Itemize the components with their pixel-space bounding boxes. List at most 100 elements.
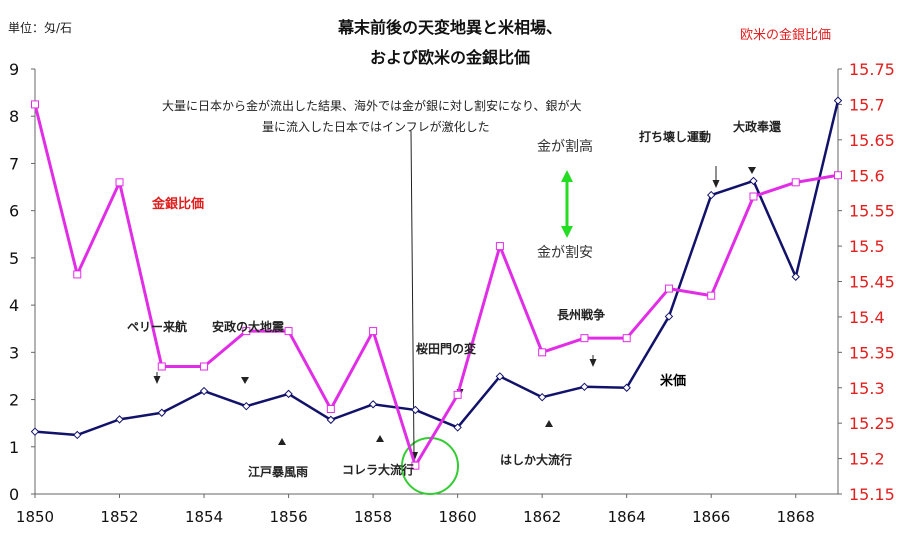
x-tick-label: 1862 bbox=[523, 508, 561, 526]
left-tick-label: 2 bbox=[9, 391, 19, 410]
choshu-arrow-head bbox=[589, 359, 597, 367]
right-tick-label: 15.3 bbox=[849, 379, 885, 398]
left-tick-label: 4 bbox=[9, 296, 19, 315]
ratio-data-point bbox=[453, 390, 462, 399]
ratio-data-point bbox=[326, 405, 335, 413]
right-tick-label: 15.25 bbox=[849, 414, 895, 433]
measles-marker bbox=[545, 420, 553, 427]
event-perry: ペリー来航 bbox=[127, 320, 188, 334]
ratio-data-point bbox=[580, 334, 589, 343]
left-tick-label: 8 bbox=[9, 107, 19, 126]
ratio-data-point bbox=[115, 178, 124, 187]
rice-data-point bbox=[284, 389, 293, 399]
tick-labels: 0 1 2 3 4 5 6 7 8 9 15.15 15.2 15.25 15.3 15.35 15.4 15.… bbox=[9, 60, 895, 526]
x-tick-label: 1854 bbox=[185, 508, 223, 526]
ratio-data-point bbox=[73, 270, 82, 279]
right-tick-label: 15.65 bbox=[849, 131, 895, 150]
uchikowashi-arrow-head bbox=[712, 180, 720, 188]
rice-data-point bbox=[368, 400, 378, 409]
ratio-data-point bbox=[791, 178, 800, 187]
event-uchikowashi: 打ち壊し運動 bbox=[639, 130, 712, 144]
right-axis-label: 欧米の金銀比価 bbox=[740, 28, 832, 43]
right-tick-label: 15.6 bbox=[849, 166, 885, 185]
rice-data-point bbox=[495, 372, 505, 381]
rice-data-point bbox=[537, 392, 547, 402]
gold-expensive-label: 金が割高 bbox=[537, 139, 593, 155]
ratio-data-point bbox=[411, 461, 420, 470]
ratio-data-point bbox=[242, 327, 251, 336]
ratio-data-point bbox=[495, 242, 504, 251]
rice-data-point bbox=[411, 405, 420, 415]
right-tick-label: 15.45 bbox=[849, 273, 895, 292]
left-tick-label: 5 bbox=[9, 249, 19, 268]
outflow-note-line2: 量に流入した日本ではインフレが激化した bbox=[262, 120, 490, 134]
ratio-data-point bbox=[31, 100, 39, 109]
rice-data-point bbox=[199, 386, 209, 396]
event-ansei-quake: 安政の大地震 bbox=[212, 320, 285, 334]
left-axis-unit: 単位：匁/石 bbox=[8, 21, 73, 35]
outflow-note-line1: 大量に日本から金が流出した結果、海外では金が銀に対し割安になり、銀が大 bbox=[162, 99, 582, 113]
event-sakuradamon: 桜田門の変 bbox=[416, 342, 477, 356]
rice-data-point bbox=[453, 423, 462, 432]
left-tick-label: 0 bbox=[9, 485, 19, 504]
ratio-data-point bbox=[200, 362, 209, 371]
rice-data-point bbox=[73, 430, 82, 440]
rice-data-point bbox=[115, 415, 124, 424]
x-tick-label: 1852 bbox=[100, 508, 138, 526]
gold-cheap-label: 金が割安 bbox=[537, 245, 593, 261]
edo-storm-marker bbox=[278, 438, 286, 445]
ratio-data-point bbox=[664, 284, 673, 293]
event-edo-storm: 江戸暴風雨 bbox=[248, 465, 309, 479]
x-tick-label: 1868 bbox=[777, 508, 815, 526]
cholera-marker bbox=[376, 435, 384, 442]
chart-title-line2: および欧米の金銀比価 bbox=[369, 48, 530, 67]
right-tick-label: 15.4 bbox=[849, 308, 885, 327]
note-pointer-line bbox=[410, 130, 415, 456]
right-tick-label: 15.15 bbox=[849, 485, 895, 504]
left-tick-label: 3 bbox=[9, 343, 19, 362]
event-cholera: コレラ大流行 bbox=[342, 463, 415, 477]
right-tick-label: 15.5 bbox=[849, 237, 885, 256]
annotation-arrows bbox=[153, 130, 756, 495]
rice-data-point bbox=[664, 312, 674, 321]
rice-series-line bbox=[34, 100, 840, 437]
ratio-data-point bbox=[369, 327, 378, 336]
rice-data-point bbox=[707, 190, 716, 200]
rice-data-point bbox=[242, 401, 251, 411]
ansei-marker bbox=[241, 377, 249, 384]
rice-data-point bbox=[580, 382, 589, 392]
left-tick-label: 1 bbox=[9, 438, 19, 457]
rice-data-point bbox=[622, 383, 631, 392]
chart-title-line1: 幕末前後の天変地異と米相場、 bbox=[337, 18, 562, 37]
right-tick-label: 15.35 bbox=[849, 343, 895, 362]
x-tick-label: 1850 bbox=[16, 508, 54, 526]
ratio-data-point bbox=[707, 291, 716, 300]
rice-data-point bbox=[30, 427, 40, 436]
ratio-data-point bbox=[284, 327, 293, 336]
green-arrow-head-down bbox=[561, 226, 573, 238]
perry-arrow-head bbox=[153, 376, 161, 384]
rice-series-label: 米価 bbox=[660, 374, 687, 389]
series bbox=[30, 96, 843, 470]
x-tick-label: 1858 bbox=[354, 508, 392, 526]
right-tick-label: 15.75 bbox=[849, 60, 895, 79]
rice-data-point bbox=[833, 96, 843, 105]
x-tick-label: 1860 bbox=[439, 508, 477, 526]
kingin-series-label: 金銀比価 bbox=[152, 197, 205, 212]
rice-data-point bbox=[791, 272, 800, 281]
x-tick-label: 1866 bbox=[692, 508, 730, 526]
left-tick-label: 6 bbox=[9, 202, 19, 221]
event-choshu-war: 長州戦争 bbox=[557, 308, 606, 322]
rice-data-point bbox=[157, 408, 166, 417]
ratio-data-point bbox=[834, 171, 842, 180]
x-tick-label: 1856 bbox=[269, 508, 307, 526]
x-tick-label: 1864 bbox=[608, 508, 646, 526]
right-tick-label: 15.7 bbox=[849, 95, 885, 114]
ratio-data-point bbox=[157, 362, 166, 371]
ratio-data-point bbox=[622, 334, 631, 343]
taisei-marker bbox=[748, 167, 756, 174]
ratio-data-point bbox=[538, 348, 547, 357]
left-tick-label: 7 bbox=[9, 154, 19, 173]
ratio-series-line bbox=[33, 104, 839, 468]
